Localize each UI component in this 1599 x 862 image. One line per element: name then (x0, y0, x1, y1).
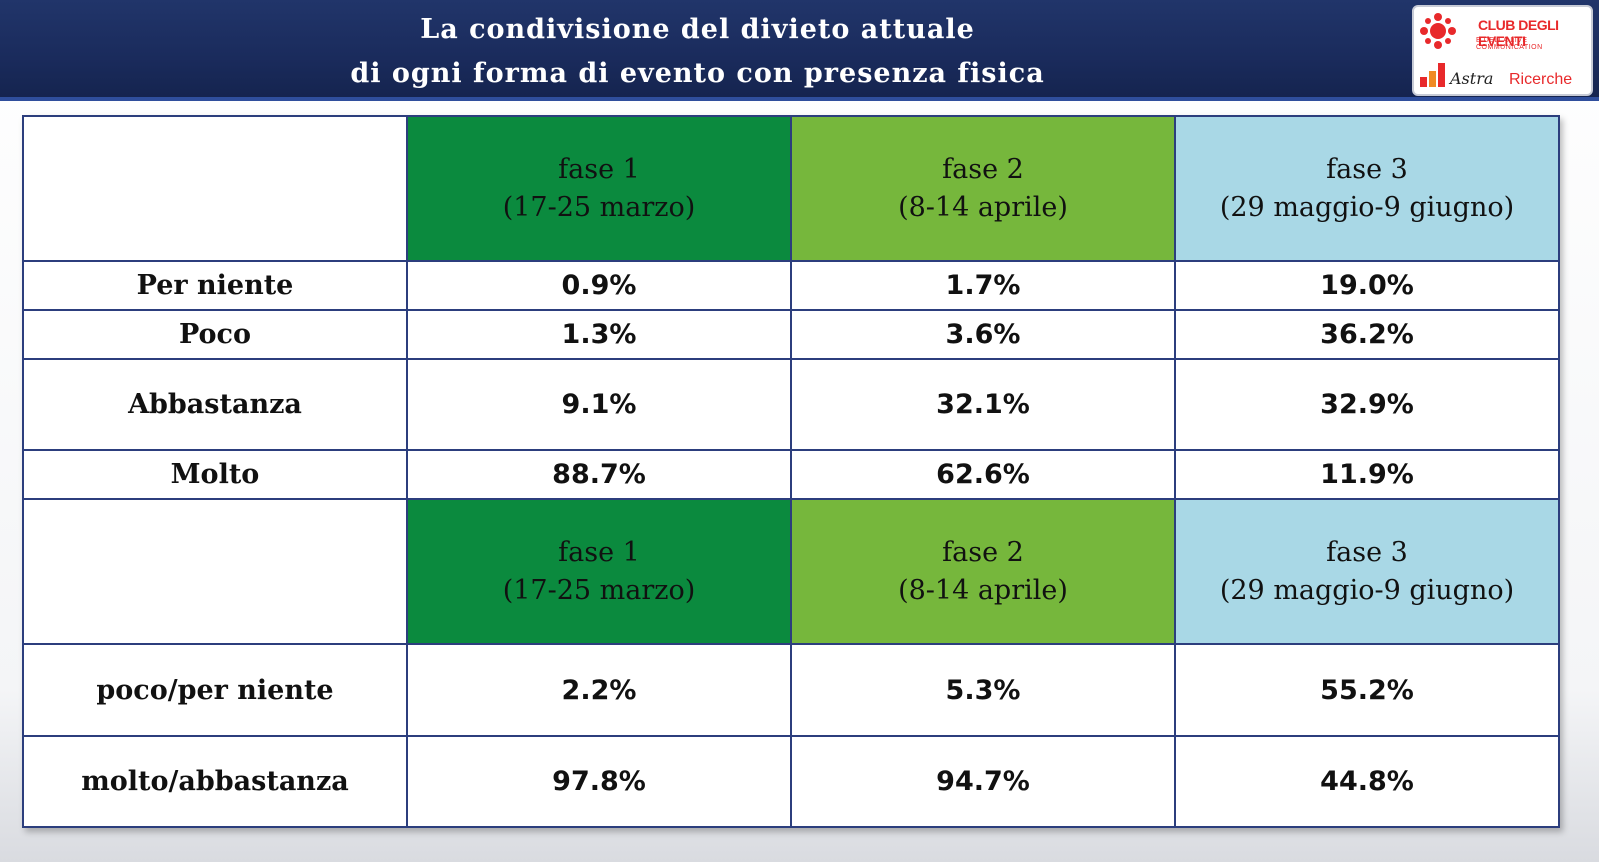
header-fase-1: fase 1 (17-25 marzo) (406, 498, 792, 645)
row-label: Abbastanza (22, 358, 408, 451)
header-row: fase 1 (17-25 marzo) fase 2 (8-14 aprile… (22, 115, 1560, 262)
cell-value: 36.2% (1174, 309, 1560, 360)
header-empty-cell (22, 498, 408, 645)
club-degli-eventi-logo: CLUB DEGLI EVENTI E DELLA LIVE COMMUNICA… (1412, 5, 1593, 96)
table-row: Poco 1.3% 3.6% 36.2% (22, 309, 1560, 360)
row-label: molto/abbastanza (22, 735, 408, 828)
header-fase-2: fase 2 (8-14 aprile) (790, 115, 1176, 262)
logo-astra-text: Astra (1450, 69, 1494, 88)
table-row: molto/abbastanza 97.8% 94.7% 44.8% (22, 735, 1560, 828)
cell-value: 88.7% (406, 449, 792, 500)
header-fase-3-period: (29 maggio-9 giugno) (1219, 191, 1515, 223)
header-fase-2-period: (8-14 aprile) (898, 574, 1068, 606)
header-fase-2-name: fase 2 (942, 153, 1024, 185)
cell-value: 32.9% (1174, 358, 1560, 451)
header-fase-1-name: fase 1 (558, 536, 640, 568)
cell-value: 1.3% (406, 309, 792, 360)
row-label: Poco (22, 309, 408, 360)
header-fase-2: fase 2 (8-14 aprile) (790, 498, 1176, 645)
cell-value: 3.6% (790, 309, 1176, 360)
table-row: Molto 88.7% 62.6% 11.9% (22, 449, 1560, 500)
cell-value: 1.7% (790, 260, 1176, 311)
table-row: Abbastanza 9.1% 32.1% 32.9% (22, 358, 1560, 451)
table-row: poco/per niente 2.2% 5.3% 55.2% (22, 643, 1560, 737)
club-logo-icon (1420, 13, 1456, 49)
header-row: fase 1 (17-25 marzo) fase 2 (8-14 aprile… (22, 498, 1560, 645)
header-fase-2-period: (8-14 aprile) (898, 191, 1068, 223)
header-fase-1-period: (17-25 marzo) (502, 191, 696, 223)
title-line-1: La condivisione del divieto attuale (420, 14, 975, 45)
cell-value: 19.0% (1174, 260, 1560, 311)
header-fase-3-name: fase 3 (1326, 536, 1408, 568)
header-fase-3-period: (29 maggio-9 giugno) (1219, 574, 1515, 606)
header-fase-2-name: fase 2 (942, 536, 1024, 568)
header-fase-3: fase 3 (29 maggio-9 giugno) (1174, 115, 1560, 262)
header-fase-3-name: fase 3 (1326, 153, 1408, 185)
cell-value: 2.2% (406, 643, 792, 737)
cell-value: 62.6% (790, 449, 1176, 500)
logo-ricerche-text: Ricerche (1509, 71, 1573, 88)
cell-value: 55.2% (1174, 643, 1560, 737)
results-table: fase 1 (17-25 marzo) fase 2 (8-14 aprile… (22, 115, 1560, 828)
table-row: Per niente 0.9% 1.7% 19.0% (22, 260, 1560, 311)
cell-value: 32.1% (790, 358, 1176, 451)
row-label: Molto (22, 449, 408, 500)
bar-chart-logo-icon (1420, 63, 1445, 87)
title-bar: La condivisione del divieto attuale di o… (0, 0, 1599, 101)
cell-value: 11.9% (1174, 449, 1560, 500)
title-line-2: di ogni forma di evento con presenza fis… (350, 58, 1045, 89)
cell-value: 44.8% (1174, 735, 1560, 828)
logo-club-text: CLUB DEGLI EVENTI (1478, 17, 1559, 49)
row-label: Per niente (22, 260, 408, 311)
cell-value: 94.7% (790, 735, 1176, 828)
header-empty-cell (22, 115, 408, 262)
header-fase-1-name: fase 1 (558, 153, 640, 185)
cell-value: 0.9% (406, 260, 792, 311)
cell-value: 97.8% (406, 735, 792, 828)
row-label: poco/per niente (22, 643, 408, 737)
header-fase-1: fase 1 (17-25 marzo) (406, 115, 792, 262)
cell-value: 5.3% (790, 643, 1176, 737)
header-fase-1-period: (17-25 marzo) (502, 574, 696, 606)
header-fase-3: fase 3 (29 maggio-9 giugno) (1174, 498, 1560, 645)
logo-sub-text: E DELLA LIVE COMMUNICATION (1476, 37, 1543, 51)
cell-value: 9.1% (406, 358, 792, 451)
